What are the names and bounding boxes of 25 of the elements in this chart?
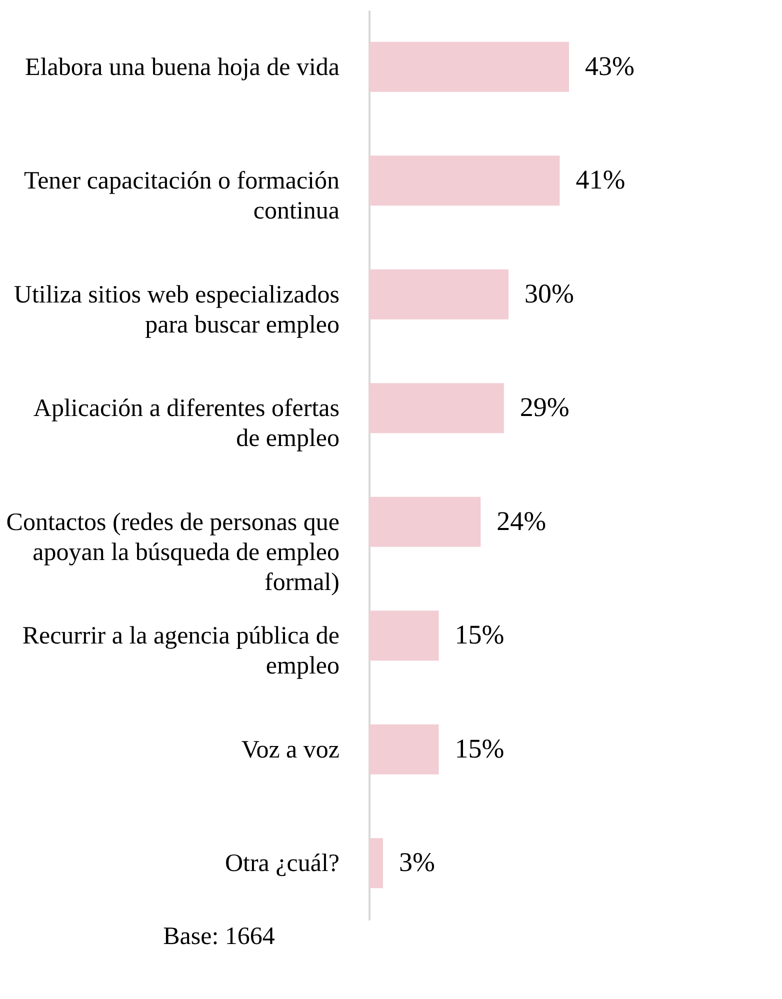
bar	[369, 156, 560, 206]
data-label: 29%	[520, 392, 570, 422]
y-tick-label: Otra ¿cuál?	[224, 850, 340, 878]
data-label: 24%	[496, 506, 546, 536]
data-label: 30%	[524, 278, 574, 308]
y-tick-label: Recurrir a la agencia pública de empleo	[22, 622, 340, 680]
bar	[369, 383, 504, 434]
data-label: 15%	[454, 733, 504, 764]
y-tick-label: Contactos (redes de personas que apoyan la búsqueda de empleo formal)	[6, 508, 340, 596]
y-tick-label: Voz a voz	[241, 736, 340, 764]
bar	[369, 269, 509, 320]
y-tick-label: Elabora una buena hoja de vida	[25, 54, 340, 81]
data-label: 3%	[398, 847, 435, 878]
text: Base: 1664	[163, 923, 276, 950]
bar	[369, 838, 383, 888]
bar	[369, 724, 439, 774]
bar	[369, 496, 481, 547]
y-tick-label: Aplicación a diferentes ofertas de empleo	[33, 395, 340, 452]
y-tick-label: Tener capacitación o formación continua	[24, 168, 340, 225]
y-tick-label: Utiliza sitios web especializados para buscar empleo	[14, 281, 340, 338]
bar	[369, 42, 569, 92]
data-label: 41%	[576, 164, 626, 195]
data-label: 15%	[454, 620, 504, 650]
bar	[369, 610, 439, 661]
data-label: 43%	[585, 50, 634, 81]
